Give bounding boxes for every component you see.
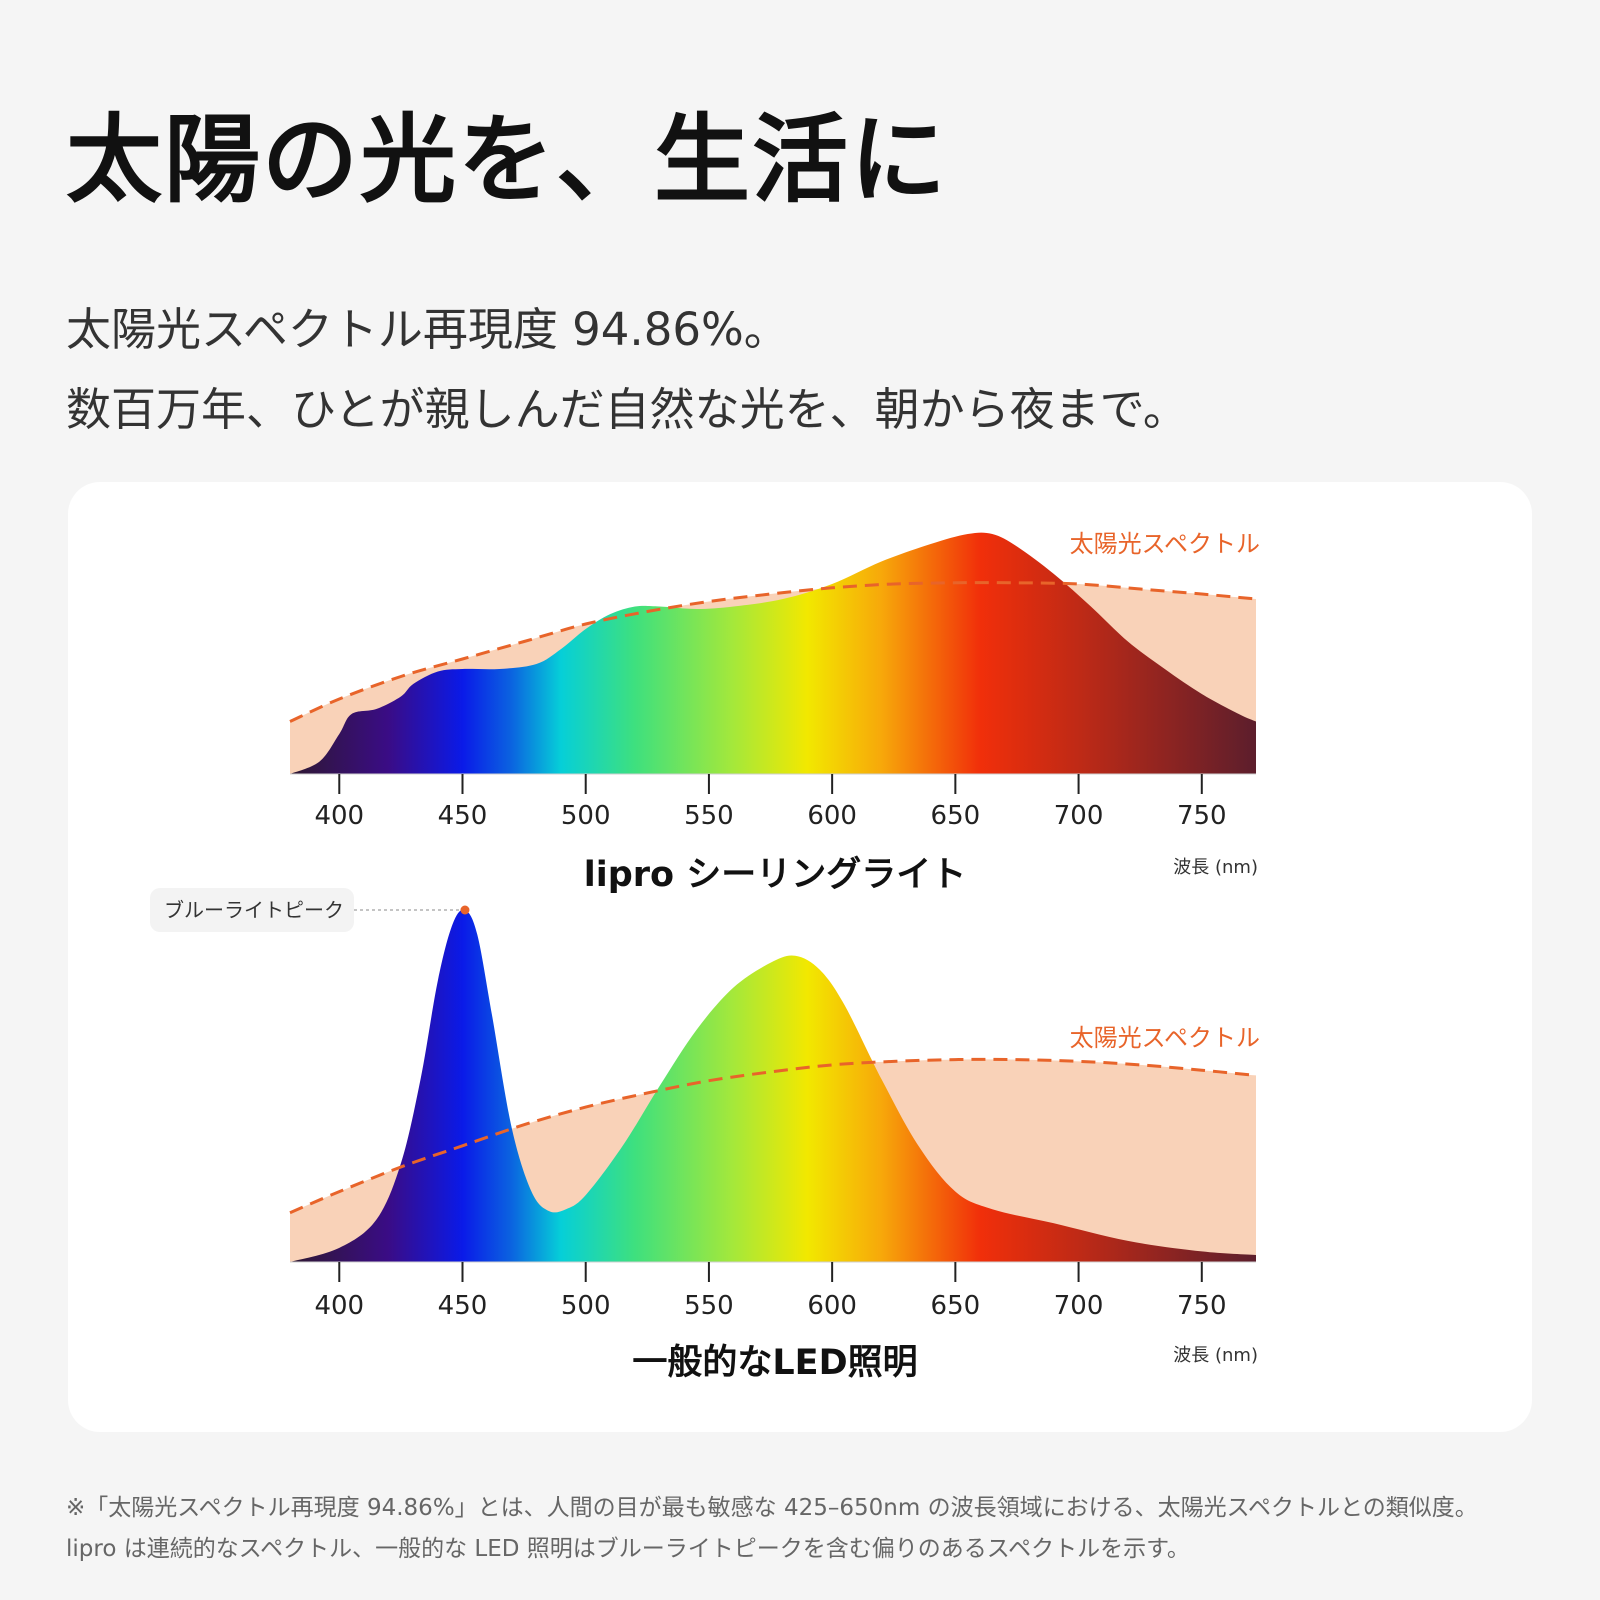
sun-spectrum-line xyxy=(289,581,1257,723)
x-tick-label: 700 xyxy=(1054,1291,1104,1321)
x-tick-label: 550 xyxy=(684,801,734,831)
x-axis-ticks: 400 450 500 550 600 650 700 750 xyxy=(290,773,1256,831)
x-tick-label: 500 xyxy=(561,801,611,831)
footnote-line-2: lipro は連続的なスペクトル、一般的な LED 照明はブルーライトピークを含… xyxy=(66,1536,1190,1562)
subtitle: 太陽光スペクトル再現度 94.86%。 数百万年、ひとが親しんだ自然な光を、朝か… xyxy=(66,290,1188,450)
x-axis-label: 波長 (nm) xyxy=(1173,1345,1258,1366)
chart-title: 一般的なLED照明 xyxy=(632,1343,917,1383)
lipro-spectrum-area xyxy=(290,532,1256,774)
x-tick-label: 400 xyxy=(314,801,364,831)
x-tick-label: 550 xyxy=(684,1291,734,1321)
peak-marker xyxy=(460,905,470,915)
subtitle-line-2: 数百万年、ひとが親しんだ自然な光を、朝から夜まで。 xyxy=(66,383,1188,436)
sun-spectrum-label: 太陽光スペクトル xyxy=(1070,530,1260,558)
x-tick-label: 600 xyxy=(807,1291,857,1321)
chart-card: 400 450 500 550 600 650 700 750 太陽光スペクトル 波長 (nm… xyxy=(68,482,1532,1432)
x-tick-label: 450 xyxy=(438,1291,488,1321)
led-spectrum-area xyxy=(290,909,1256,1262)
footnote: ※「太陽光スペクトル再現度 94.86%」とは、人間の目が最も敏感な 425–6… xyxy=(66,1488,1478,1570)
x-tick-label: 750 xyxy=(1177,801,1227,831)
sun-spectrum-label: 太陽光スペクトル xyxy=(1070,1024,1260,1052)
x-tick-label: 750 xyxy=(1177,1291,1227,1321)
blue-light-peak-callout xyxy=(150,888,354,932)
x-tick-label: 400 xyxy=(314,1291,364,1321)
blue-light-peak-label: ブルーライトピーク xyxy=(164,898,344,922)
x-tick-label: 650 xyxy=(931,1291,981,1321)
chart-general-led: 400 450 500 550 600 650 700 750 太陽光スペクトル 波長 (nm… xyxy=(150,888,1260,1383)
x-tick-label: 600 xyxy=(807,801,857,831)
chart-lipro: 400 450 500 550 600 650 700 750 太陽光スペクトル 波長 (nm… xyxy=(289,530,1260,895)
x-tick-label: 450 xyxy=(438,801,488,831)
spectrum-charts: 400 450 500 550 600 650 700 750 太陽光スペクトル 波長 (nm… xyxy=(150,530,1260,1383)
x-tick-label: 700 xyxy=(1054,801,1104,831)
page-title: 太陽の光を、生活に xyxy=(66,104,948,216)
x-tick-label: 650 xyxy=(931,801,981,831)
chart-title: lipro シーリングライト xyxy=(584,855,967,895)
sun-spectrum-line xyxy=(289,1057,1257,1215)
subtitle-line-1: 太陽光スペクトル再現度 94.86%。 xyxy=(66,303,789,356)
x-axis-label: 波長 (nm) xyxy=(1173,857,1258,878)
x-axis-ticks: 400 450 500 550 600 650 700 750 xyxy=(290,1261,1256,1321)
footnote-line-1: ※「太陽光スペクトル再現度 94.86%」とは、人間の目が最も敏感な 425–6… xyxy=(66,1495,1478,1521)
x-tick-label: 500 xyxy=(561,1291,611,1321)
